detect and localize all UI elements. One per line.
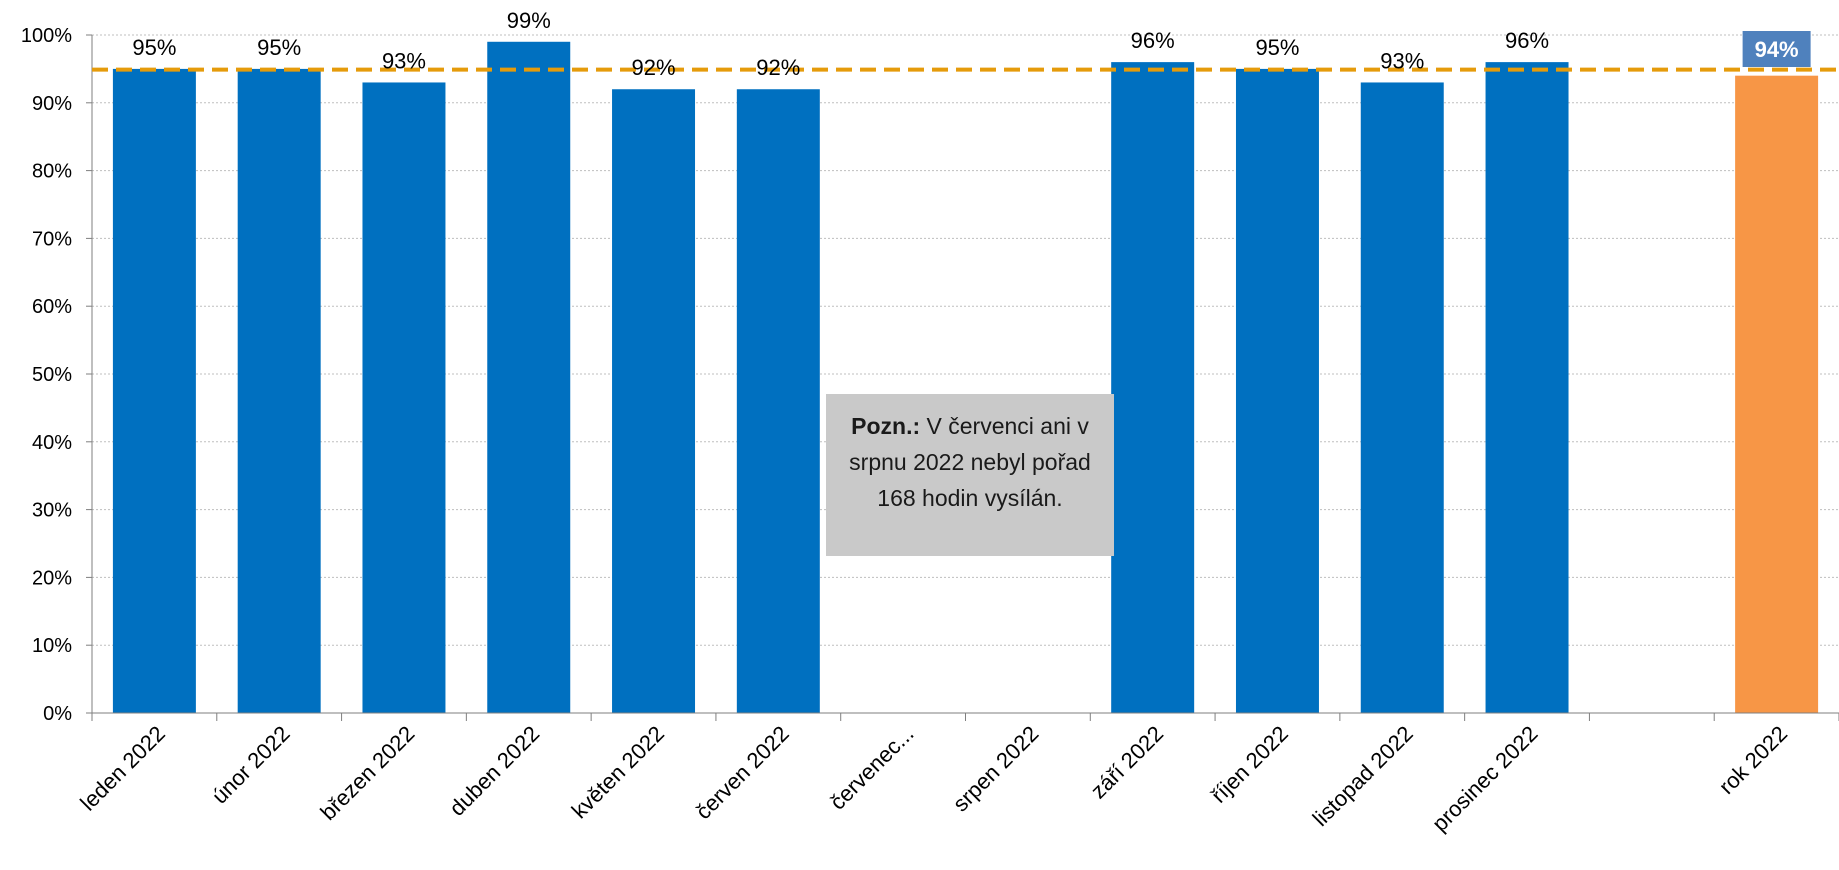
x-tick-label: leden 2022 bbox=[75, 721, 170, 816]
data-label: 93% bbox=[382, 48, 426, 73]
x-tick-label: říjen 2022 bbox=[1206, 721, 1293, 808]
y-tick-label: 20% bbox=[32, 567, 72, 589]
bar bbox=[487, 41, 571, 713]
data-label: 95% bbox=[132, 35, 176, 60]
data-label: 96% bbox=[1131, 28, 1175, 53]
y-tick-label: 10% bbox=[32, 635, 72, 657]
note-bold-prefix: Pozn.: bbox=[851, 413, 921, 439]
x-tick-label: červenec... bbox=[825, 721, 919, 815]
data-label: 99% bbox=[507, 8, 551, 33]
note-text: V červenci ani v srpnu 2022 nebyl pořad … bbox=[849, 413, 1091, 511]
bar bbox=[1235, 68, 1319, 713]
y-tick-label: 40% bbox=[32, 432, 72, 454]
x-tick-label: duben 2022 bbox=[444, 721, 544, 821]
bars bbox=[112, 41, 1819, 714]
data-label: 96% bbox=[1505, 28, 1549, 53]
x-tick-label: březen 2022 bbox=[315, 721, 419, 825]
average-reference-line: 94% bbox=[92, 31, 1839, 72]
bar bbox=[1360, 82, 1444, 713]
bar bbox=[1485, 62, 1569, 714]
x-tick-label: červen 2022 bbox=[691, 721, 794, 824]
summary-bar bbox=[1735, 75, 1819, 714]
x-tick-label: květen 2022 bbox=[567, 721, 669, 823]
reference-label: 94% bbox=[1755, 37, 1799, 62]
y-axis-tick-labels: 0% 10% 20% 30% 40% 50% 60% 70% 80% 90% 100% bbox=[21, 25, 72, 725]
data-label: 92% bbox=[756, 55, 800, 80]
bar bbox=[1111, 62, 1195, 714]
bar bbox=[612, 89, 696, 714]
x-tick-label: září 2022 bbox=[1086, 721, 1169, 804]
y-tick-label: 90% bbox=[32, 93, 72, 115]
chart-annotation-note: Pozn.: V červenci ani v srpnu 2022 nebyl… bbox=[826, 394, 1114, 556]
y-tick-label: 0% bbox=[43, 703, 72, 725]
y-tick-label: 100% bbox=[21, 25, 72, 47]
x-tick-label: srpen 2022 bbox=[948, 721, 1044, 817]
bar bbox=[112, 68, 196, 713]
y-tick-label: 50% bbox=[32, 364, 72, 386]
y-tick-label: 70% bbox=[32, 228, 72, 250]
x-tick-label: rok 2022 bbox=[1714, 721, 1792, 799]
data-labels: 95% 95% 93% 99% 92% 92% 96% 95% 93% 96% bbox=[132, 8, 1549, 80]
bar bbox=[237, 68, 321, 713]
data-label: 92% bbox=[632, 55, 676, 80]
y-tick-label: 80% bbox=[32, 161, 72, 183]
x-tick-label: listopad 2022 bbox=[1308, 721, 1418, 831]
data-label: 93% bbox=[1380, 48, 1424, 73]
bar bbox=[362, 82, 446, 713]
x-axis-tick-labels: leden 2022 únor 2022 březen 2022 duben 2022… bbox=[75, 721, 1792, 836]
x-tick-label: únor 2022 bbox=[207, 721, 295, 809]
y-tick-label: 30% bbox=[32, 500, 72, 522]
reference-label-box bbox=[1742, 31, 1811, 67]
y-tick-label: 60% bbox=[32, 296, 72, 318]
bar bbox=[736, 89, 820, 714]
data-label: 95% bbox=[257, 35, 301, 60]
axes bbox=[86, 34, 1839, 721]
x-tick-label: prosinec 2022 bbox=[1427, 721, 1542, 836]
data-label: 95% bbox=[1255, 35, 1299, 60]
